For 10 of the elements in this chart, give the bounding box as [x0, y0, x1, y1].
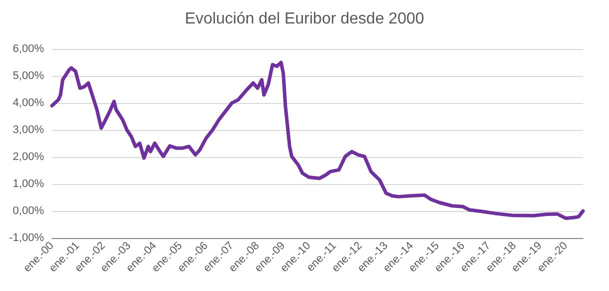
y-tick-label: 0,00%	[12, 205, 44, 217]
y-tick-label: 2,00%	[12, 151, 44, 163]
y-tick-label: 3,00%	[12, 124, 44, 136]
chart-title: Evolución del Euribor desde 2000	[184, 10, 424, 28]
line-series	[50, 60, 585, 220]
y-tick-label: 4,00%	[12, 97, 44, 109]
y-tick-label: 1,00%	[12, 178, 44, 190]
y-tick-label: -1,00%	[9, 232, 44, 244]
y-tick-label: 6,00%	[12, 43, 44, 55]
y-tick-label: 5,00%	[12, 70, 44, 82]
